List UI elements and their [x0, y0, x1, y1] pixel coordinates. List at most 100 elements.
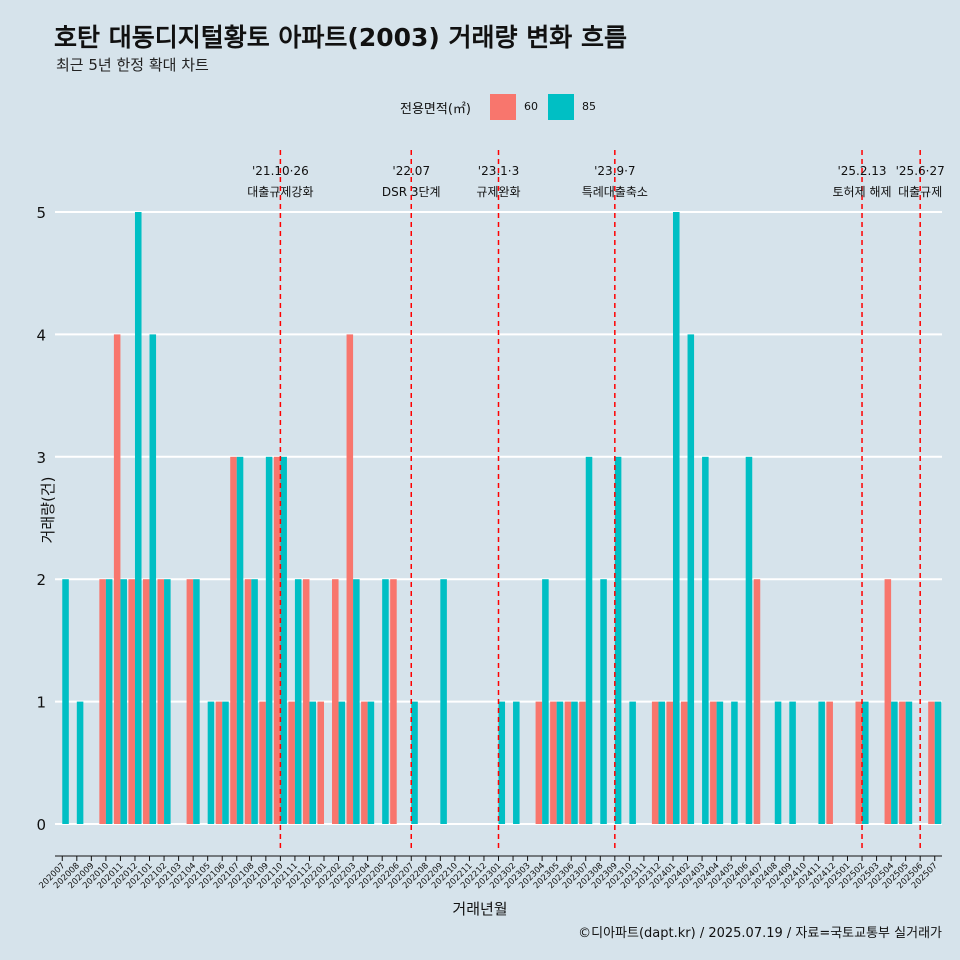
- legend-label-85: 85: [582, 100, 596, 113]
- annotation-label-3: 특례대출축소: [582, 185, 648, 199]
- bar-85-202507: [934, 701, 942, 824]
- bar-60-202307: [579, 701, 586, 824]
- x-axis: 2020072020082020092020102020112020122021…: [37, 855, 942, 891]
- bar-60-202306: [564, 701, 572, 824]
- annotation-date-5: '25.6·27: [896, 164, 945, 178]
- bar-60-202202: [332, 579, 339, 824]
- bar-85-202302: [513, 701, 520, 824]
- y-tick-0: 0: [36, 816, 46, 834]
- bar-60-202012: [128, 579, 135, 824]
- bar-60-202201: [317, 701, 325, 824]
- bar-85-202505: [905, 701, 913, 824]
- bar-85-202109: [265, 456, 273, 824]
- bar-85-202101: [149, 334, 157, 824]
- bar-60-202401: [666, 701, 673, 824]
- y-tick-5: 5: [36, 204, 46, 222]
- bar-60-202011: [113, 334, 121, 824]
- bar-85-202308: [600, 579, 607, 824]
- chart-title: 호탄 대동디지털황토 아파트(2003) 거래량 변화 흐름: [54, 23, 627, 52]
- legend-key-85: [548, 94, 574, 120]
- bar-60-202102: [157, 579, 165, 824]
- annotation-label-0: 대출규제강화: [247, 185, 313, 199]
- bar-85-202104: [193, 579, 200, 824]
- bar-85-202106: [222, 701, 229, 824]
- bar-60-202107: [230, 456, 237, 824]
- bar-85-202310: [629, 701, 636, 824]
- bar-60-202502: [855, 701, 863, 824]
- bar-85-202411: [818, 701, 825, 824]
- annotation-label-2: 규제완화: [476, 185, 520, 199]
- bar-60-202106: [215, 701, 223, 824]
- bar-85-202202: [338, 701, 346, 824]
- bar-60-202504: [884, 579, 892, 824]
- y-axis-label: 거래량(건): [38, 476, 57, 544]
- bar-85-202402: [687, 334, 695, 824]
- bar-85-202105: [207, 701, 215, 824]
- annotation-label-1: DSR 3단계: [382, 185, 441, 199]
- bar-85-202406: [745, 456, 753, 824]
- y-tick-1: 1: [36, 694, 46, 712]
- bar-85-202110: [280, 456, 287, 824]
- bar-85-202010: [105, 579, 113, 824]
- chart-subtitle: 최근 5년 한정 확대 차트: [56, 56, 209, 74]
- bar-85-202102: [164, 579, 171, 824]
- y-tick-2: 2: [36, 571, 46, 589]
- legend-title: 전용면적(㎡): [400, 102, 471, 117]
- annotation-label-4: 토허제 해제: [833, 185, 892, 199]
- bar-60-202104: [186, 579, 194, 824]
- annotation-date-0: '21.10·26: [252, 164, 309, 178]
- bar-60-202204: [361, 701, 368, 824]
- bar-60-202305: [550, 701, 557, 824]
- bar-60-202203: [346, 334, 354, 824]
- bar-85-202203: [353, 579, 360, 824]
- bar-60-202404: [710, 701, 717, 824]
- bar-60-202110: [273, 456, 281, 824]
- bar-85-202502: [862, 701, 869, 824]
- bar-60-202505: [899, 701, 906, 824]
- bar-85-202107: [236, 456, 244, 824]
- legend: 전용면적(㎡) 60 85: [0, 92, 960, 122]
- annotation-lines: '21.10·26 대출규제강화 '22.07 DSR 3단계 '23.1·3 규제완화 '…: [247, 150, 945, 852]
- legend-label-60: 60: [524, 100, 538, 113]
- bar-85-202205: [382, 579, 389, 824]
- annotation-date-1: '22.07: [392, 164, 430, 178]
- bar-85-202112: [309, 701, 317, 824]
- bar-85-202011: [120, 579, 127, 824]
- bar-85-202301: [498, 701, 506, 824]
- bar-85-202204: [367, 701, 375, 824]
- x-axis-label: 거래년월: [452, 900, 508, 918]
- y-tick-labels: 0 1 2 3 4 5: [36, 204, 46, 834]
- bar-85-202401: [672, 212, 680, 824]
- bar-60-202206: [390, 579, 397, 824]
- bar-85-202404: [716, 701, 724, 824]
- bar-60-202109: [259, 701, 266, 824]
- bar-85-202207: [411, 701, 418, 824]
- bar-85-202209: [440, 579, 447, 824]
- bar-85-202008: [76, 701, 84, 824]
- bar-60-202312: [651, 701, 659, 824]
- annotation-label-5: 대출규제: [898, 185, 942, 199]
- bar-60-202112: [302, 579, 310, 824]
- y-tick-3: 3: [36, 449, 46, 467]
- bar-85-202504: [891, 701, 898, 824]
- bar-60-202111: [288, 701, 295, 824]
- bar-85-202012: [134, 212, 142, 824]
- bar-85-202409: [789, 701, 796, 824]
- bar-85-202111: [294, 579, 302, 824]
- bar-85-202405: [731, 701, 738, 824]
- bar-60-202412: [826, 701, 833, 824]
- bar-85-202305: [556, 701, 564, 824]
- bar-85-202312: [658, 701, 665, 824]
- bar-60-202010: [99, 579, 106, 824]
- legend-key-60: [490, 94, 516, 120]
- bars: [62, 212, 942, 824]
- bar-85-202304: [542, 579, 549, 824]
- bar-85-202309: [614, 456, 622, 824]
- annotation-date-2: '23.1·3: [478, 164, 519, 178]
- caption: ©디아파트(dapt.kr) / 2025.07.19 / 자료=국토교통부 실…: [578, 926, 942, 941]
- bar-85-202403: [702, 456, 709, 824]
- annotation-date-3: '23.9·7: [594, 164, 635, 178]
- bar-85-202306: [571, 701, 578, 824]
- bar-85-202108: [251, 579, 258, 824]
